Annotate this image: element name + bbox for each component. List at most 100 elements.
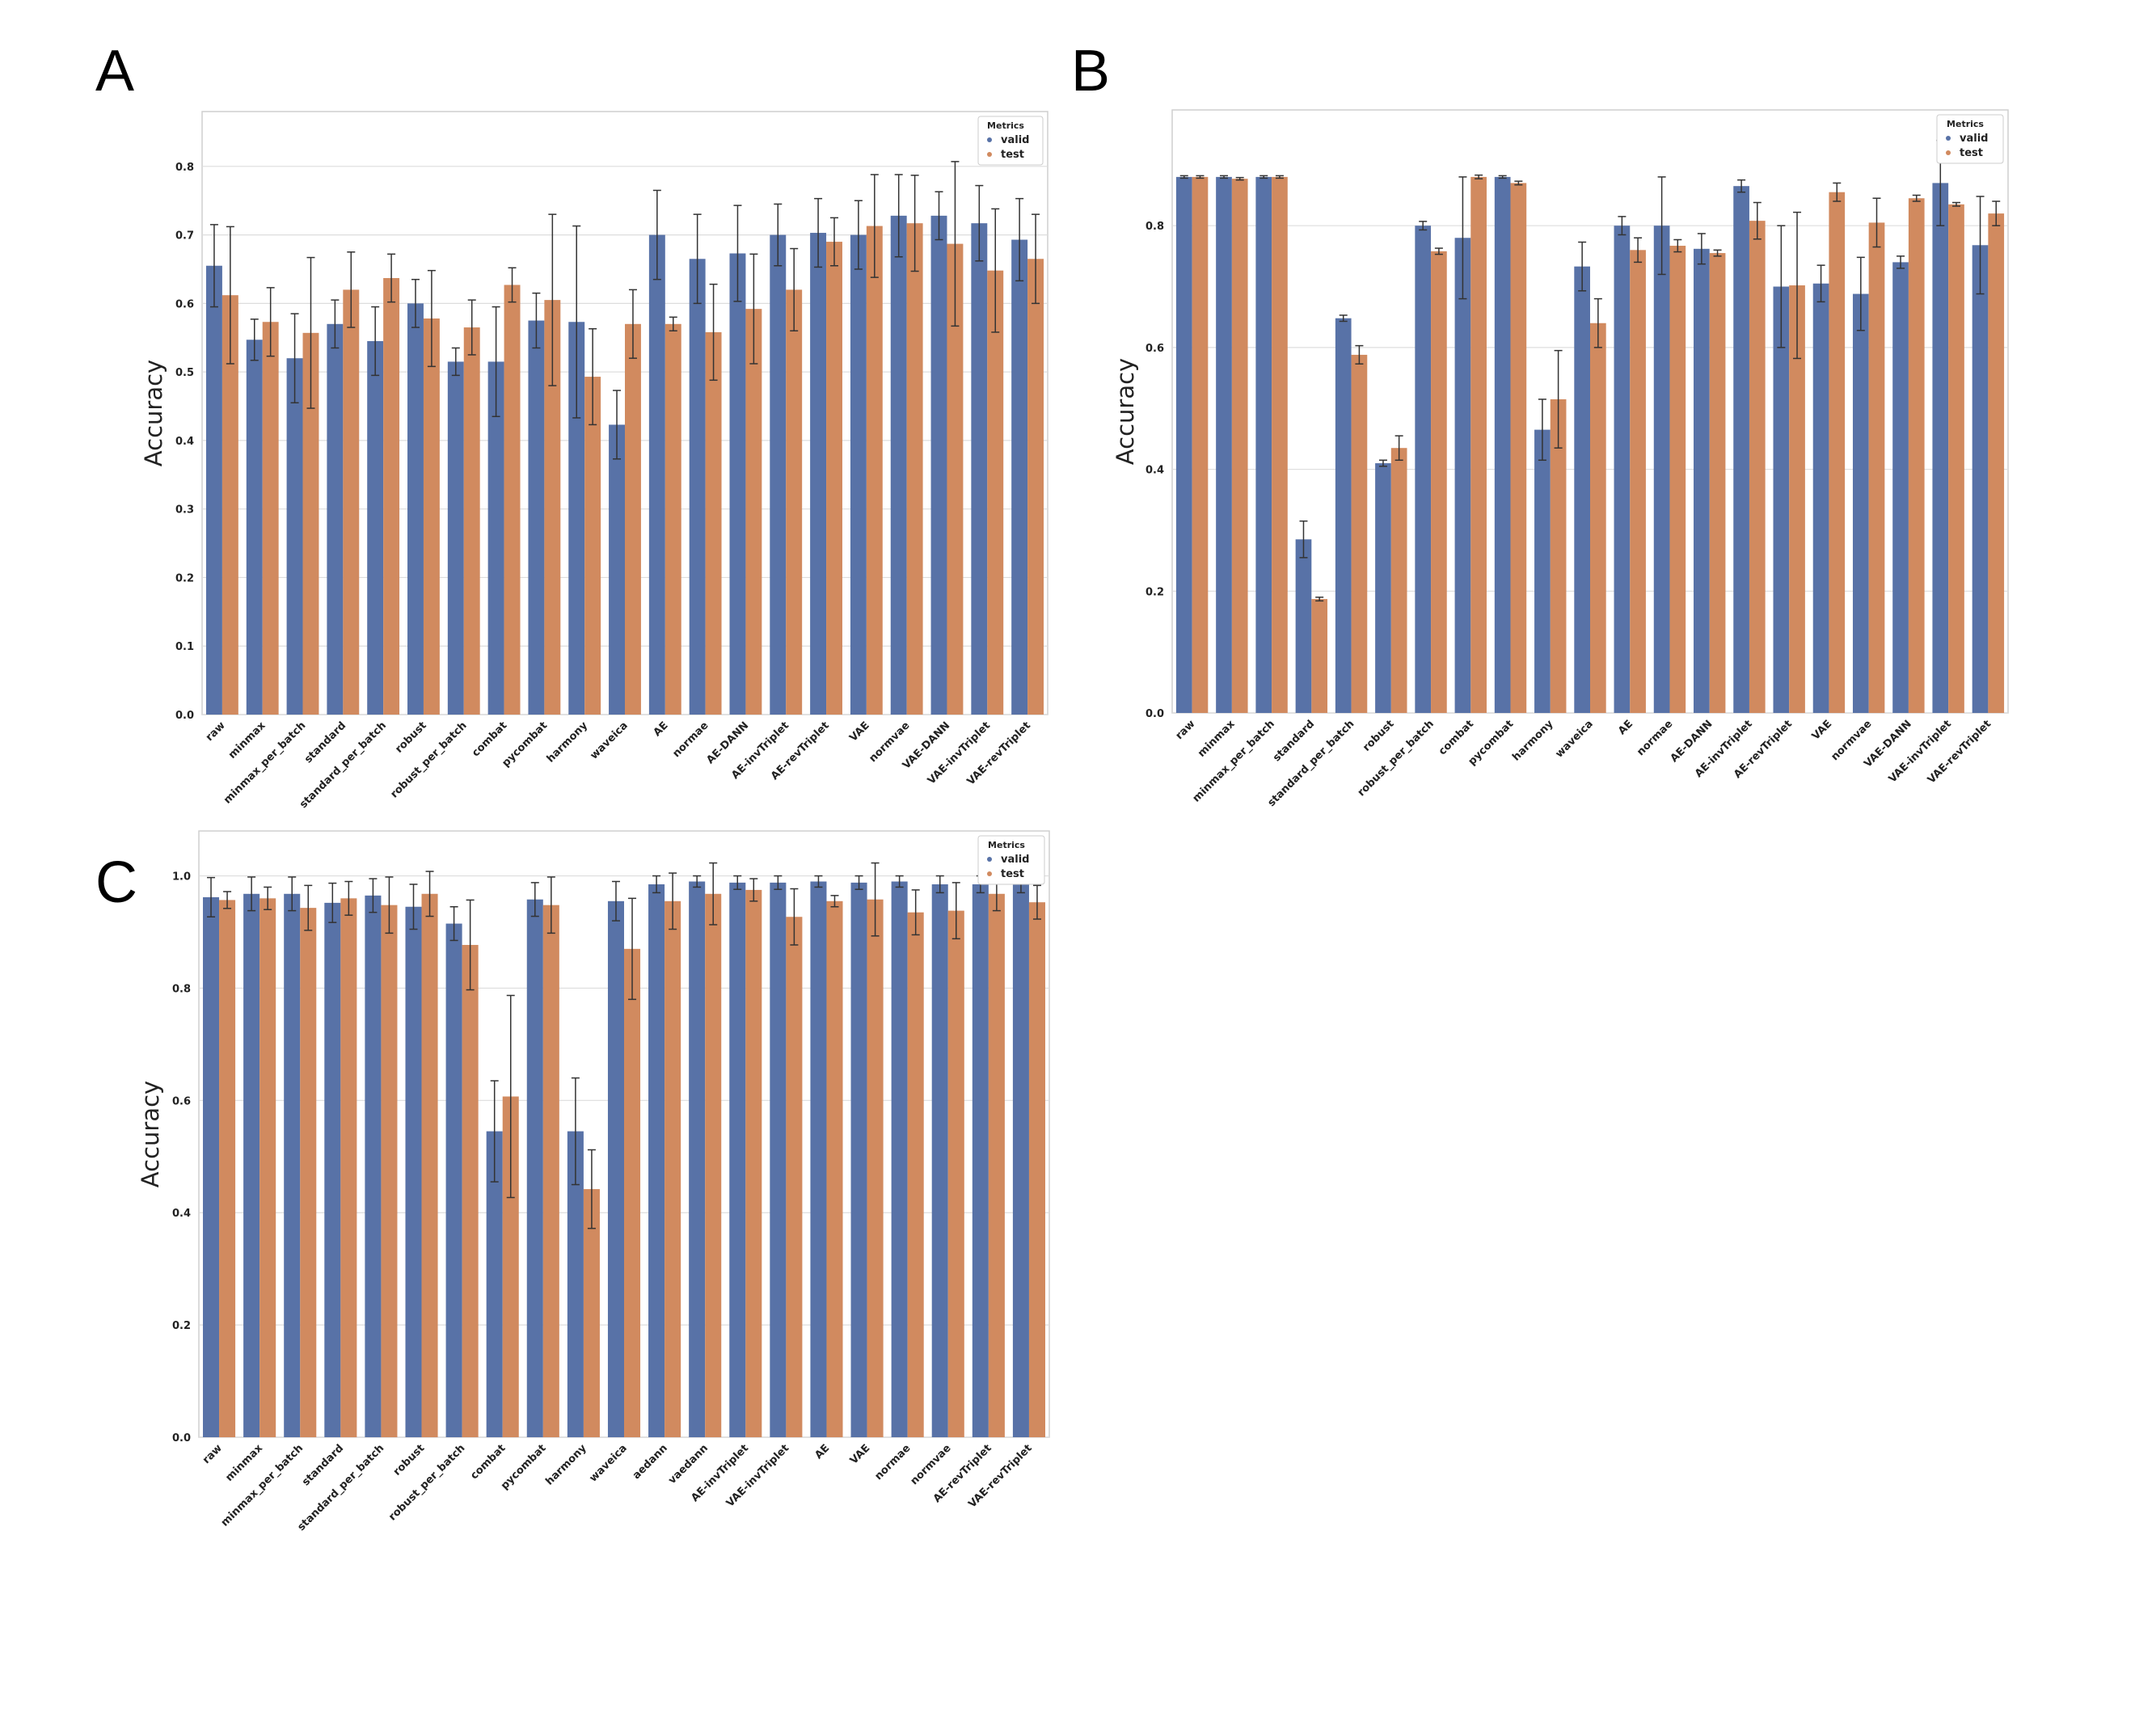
panel-c-bar-valid [526, 899, 543, 1437]
panel-b-bar-valid [1574, 266, 1590, 714]
panel-b-bar-test [1510, 183, 1527, 713]
panel-c-bar-valid [203, 896, 220, 1437]
panel-c-bar-test [300, 908, 317, 1437]
panel-letter-c: C [95, 850, 137, 915]
panel-c-bar-valid [567, 1131, 584, 1437]
panel-c-bar-valid [243, 893, 260, 1437]
panel-a-bar-valid [205, 265, 222, 715]
panel-b-bar-test [1948, 204, 1964, 713]
panel-c-bar-test [542, 905, 559, 1437]
panel-b-bar-test [1192, 176, 1209, 713]
panel-a-bar-test [343, 289, 360, 715]
panel-c-bar-test [826, 900, 843, 1437]
panel-c-bar-valid [284, 893, 301, 1437]
panel-c-ytick-label: 0.0 [172, 1432, 191, 1445]
panel-c-bar-test [867, 899, 884, 1437]
panel-c-bar-valid [891, 881, 908, 1437]
panel-b-bar-valid [1773, 286, 1790, 713]
panel-b-bar-test [1749, 221, 1766, 713]
panel-a-bar-test [745, 309, 762, 715]
panel-b-bar-test [1590, 323, 1606, 713]
panel-b-ytick-label: 0.2 [1146, 586, 1164, 598]
panel-b-ylabel: Accuracy [1112, 358, 1139, 465]
panel-b-legend-title: Metrics [1947, 119, 1984, 129]
panel-b-bar-valid [1694, 248, 1710, 714]
panel-letter-a: A [95, 39, 134, 103]
panel-a-bar-valid [770, 234, 787, 715]
panel-b-bar-valid [1653, 226, 1670, 713]
panel-b-bar-valid [1335, 318, 1352, 713]
panel-a-bar-valid [1011, 239, 1028, 715]
panel-c-bar-valid [607, 900, 624, 1437]
panel-c-bar-valid [972, 884, 989, 1437]
panel-a-bar-valid [246, 340, 263, 715]
panel-a-ytick-label: 0.4 [175, 436, 194, 448]
panel-c-ytick-label: 0.6 [172, 1095, 191, 1107]
panel-c-legend-marker-valid [987, 857, 992, 862]
panel-a-bar-test [947, 243, 964, 715]
panel-b-ytick-label: 0.4 [1146, 465, 1164, 477]
panel-a-bar-test [1027, 259, 1044, 715]
panel-a-bar-valid [930, 215, 947, 715]
panel-b-bar-test [1470, 176, 1487, 713]
panel-a-bar-test [826, 242, 842, 715]
panel-b-bar-test [1630, 250, 1646, 714]
panel-b-legend-marker-test [1946, 150, 1951, 155]
panel-c-bar-valid [324, 902, 341, 1437]
panel-c-bar-test [219, 900, 236, 1437]
panel-a-bar-valid [971, 223, 988, 715]
panel-a-bar-test [383, 277, 400, 715]
panel-c-legend-marker-test [987, 871, 992, 876]
panel-a-bar-test [786, 289, 803, 715]
panel-a-bar-test [544, 300, 561, 715]
panel-b-bar-valid [1852, 293, 1869, 713]
panel-c-bar-test [381, 905, 398, 1437]
panel-c-bar-valid [365, 895, 382, 1437]
panel-b-bar-test [1311, 599, 1328, 713]
panel-b-bar-test [1988, 213, 2005, 713]
panel-a-bar-valid [286, 358, 303, 715]
panel-c-legend-box [977, 835, 1045, 885]
panel-a-bar-test [705, 331, 722, 715]
chart-panel-a: 0.00.10.20.30.40.50.60.70.8Accuracyrawmi… [140, 111, 1048, 811]
panel-b-legend-label-valid: valid [1960, 133, 1988, 145]
panel-a-bar-valid [729, 253, 746, 715]
panel-a-bar-test [625, 323, 641, 715]
panel-c-bar-test [340, 898, 357, 1437]
panel-b-bar-valid [1812, 283, 1829, 713]
panel-a-bar-valid [528, 320, 545, 715]
panel-a-ytick-label: 0.5 [175, 367, 194, 379]
panel-a-bar-valid [689, 259, 706, 715]
panel-c-bar-test [583, 1189, 600, 1437]
panel-c-bar-test [705, 893, 722, 1437]
panel-b-ytick-label: 0.6 [1146, 343, 1164, 355]
panel-a-legend-label-test: test [1001, 149, 1024, 161]
panel-c-bar-test [1028, 902, 1045, 1437]
panel-c-bar-test [259, 898, 276, 1437]
panel-a-bar-valid [609, 424, 625, 715]
chart-panel-b: 0.00.20.40.60.8Accuracyrawminmaxminmax_p… [1112, 109, 2009, 809]
panel-a-legend-box [977, 116, 1044, 166]
panel-a-bar-valid [447, 361, 464, 715]
panel-b-bar-test [1709, 253, 1726, 713]
panel-c-bar-test [907, 912, 924, 1437]
panel-b-bar-valid [1375, 463, 1391, 713]
panel-a-bar-valid [850, 234, 867, 715]
panel-b-bar-test [1272, 176, 1288, 713]
panel-c-ytick-label: 0.8 [172, 983, 191, 995]
panel-b-legend-box [1936, 114, 2004, 164]
panel-b-bar-test [1390, 448, 1407, 713]
panel-a-bar-valid [568, 322, 585, 715]
panel-c-bar-valid [486, 1131, 503, 1437]
panel-a-bar-test [222, 295, 238, 715]
panel-a-legend-label-valid: valid [1001, 134, 1029, 146]
panel-a-bar-valid [367, 340, 384, 715]
panel-a-ylabel: Accuracy [140, 360, 167, 466]
panel-b-bar-test [1431, 251, 1447, 713]
panel-a-bar-test [423, 318, 440, 715]
panel-a-ytick-label: 0.1 [175, 641, 194, 653]
panel-c-legend-title: Metrics [988, 840, 1025, 850]
chart-panel-c: 0.00.20.40.60.81.0Accuracyrawminmaxminma… [137, 830, 1050, 1533]
panel-c-bar-test [502, 1096, 519, 1437]
